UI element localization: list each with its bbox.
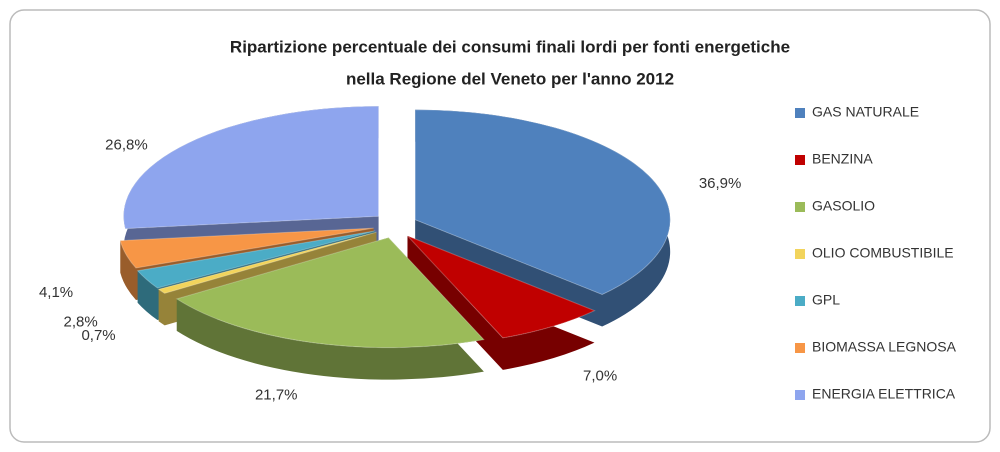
legend-swatch (795, 249, 805, 259)
legend-swatch (795, 108, 805, 118)
data-label: 26,8% (105, 137, 148, 154)
data-label: 2,8% (64, 313, 98, 330)
legend-label: BIOMASSA LEGNOSA (812, 339, 957, 355)
pie: 36,9% 7,0% 21,7% 0,7%2,8% 4,1% 26,8% (39, 105, 742, 404)
legend-swatch (795, 296, 805, 306)
legend-swatch (795, 343, 805, 353)
legend-label: BENZINA (812, 151, 873, 167)
slice (175, 237, 485, 349)
slice (119, 227, 374, 269)
data-label: 4,1% (39, 284, 73, 301)
legend-swatch (795, 390, 805, 400)
data-label: 21,7% (255, 387, 298, 404)
chart-title: Ripartizione percentuale dei consumi fin… (230, 37, 790, 56)
legend-label: GAS NATURALE (812, 104, 919, 120)
legend-label: OLIO COMBUSTIBILE (812, 245, 954, 261)
legend-swatch (795, 202, 805, 212)
slice (414, 109, 671, 296)
legend-label: GPL (812, 292, 840, 308)
slice (157, 231, 377, 294)
legend-label: GASOLIO (812, 198, 875, 214)
legend-swatch (795, 155, 805, 165)
slice (136, 230, 376, 289)
data-label: 36,9% (699, 175, 742, 192)
slice (407, 235, 596, 339)
chart-title: nella Regione del Veneto per l'anno 2012 (346, 69, 674, 88)
legend: GAS NATURALE BENZINA GASOLIO OLIO COMBUSTIB… (795, 104, 957, 402)
data-label: 0,7% (81, 327, 115, 344)
slice (123, 105, 380, 230)
data-label: 7,0% (583, 368, 617, 385)
legend-label: ENERGIA ELETTRICA (812, 386, 956, 402)
